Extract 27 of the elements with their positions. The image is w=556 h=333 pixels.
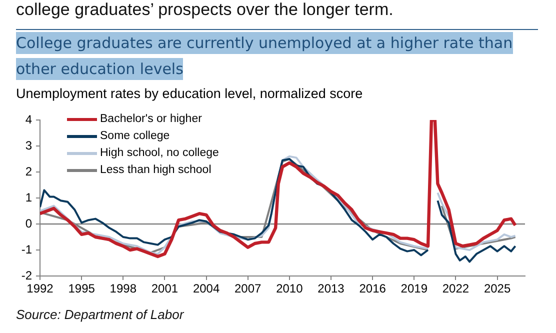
x-tick-label: 2016: [359, 282, 386, 296]
x-tick-label: 2004: [192, 282, 220, 296]
x-tick-label: 1998: [110, 282, 137, 296]
y-tick-label: -2: [21, 268, 32, 282]
y-tick-label: 2: [25, 164, 32, 178]
x-tick-label: 2001: [151, 282, 178, 296]
y-tick-label: -1: [21, 242, 32, 256]
legend-label: High school, no college: [100, 146, 219, 161]
x-tick-label: 2025: [484, 282, 511, 296]
legend-label: Less than high school: [100, 163, 212, 178]
y-tick-label: 4: [25, 112, 32, 126]
x-tick-label: 2019: [400, 282, 428, 296]
x-tick-label: 1995: [68, 282, 96, 296]
legend-label: Some college: [100, 129, 170, 144]
x-tick-label: 2013: [318, 282, 345, 296]
y-tick-label: 1: [25, 190, 32, 204]
y-tick-label: 0: [25, 216, 32, 230]
chart-subtitle: Unemployment rates by education level, normalized score: [16, 86, 363, 101]
x-tick-label: 1992: [26, 282, 54, 296]
text: college graduates’ prospects over the longer term.: [16, 0, 394, 20]
legend-label: Bachelor's or higher: [100, 112, 202, 127]
source-note: Source: Department of Labor: [16, 307, 184, 322]
chart-title: College graduates are currently unemployed at a higher rate than other education levels: [16, 32, 513, 80]
x-tick-label: 2010: [276, 282, 304, 296]
y-tick-label: 3: [25, 138, 32, 152]
x-tick-label: 2022: [442, 282, 470, 296]
x-tick-label: 2007: [234, 282, 262, 296]
